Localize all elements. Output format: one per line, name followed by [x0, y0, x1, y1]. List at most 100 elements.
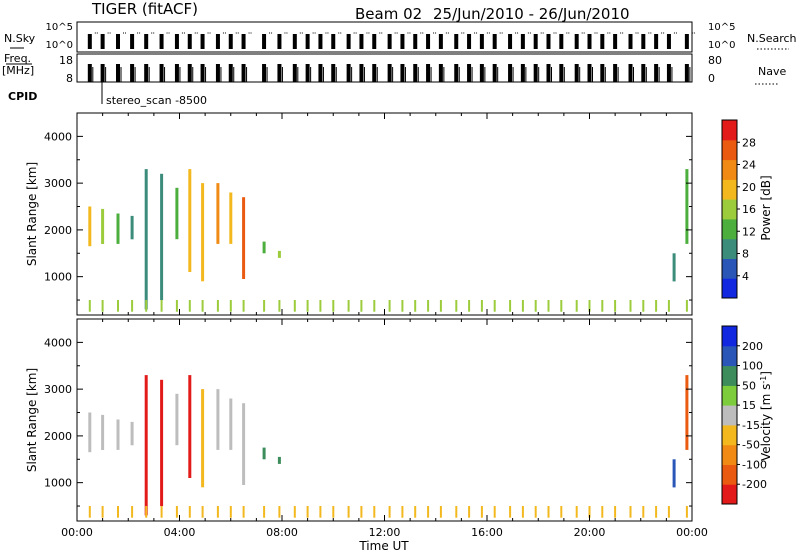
nave-label: Nave	[758, 65, 786, 78]
freq-bar	[400, 64, 405, 82]
freq-bar	[479, 64, 484, 82]
colorbar-tick-label: -200	[742, 478, 767, 491]
near-range-echo	[439, 506, 442, 518]
near-range-echo	[614, 506, 617, 518]
freq-bar	[159, 64, 164, 82]
near-range-echo	[468, 506, 471, 518]
colorbar-segment	[722, 385, 737, 406]
colorbar-tick-label: -15	[742, 419, 760, 432]
colorbar-tick-label: 24	[742, 159, 756, 172]
y-tick-label: 4000	[44, 130, 72, 143]
nsky-bar	[438, 34, 443, 49]
freq-bar	[533, 64, 538, 82]
near-range-echo	[560, 506, 563, 518]
near-range-echo	[588, 506, 591, 518]
near-range-echo	[534, 506, 537, 518]
freq-bar	[187, 64, 192, 82]
scan-segment	[277, 456, 281, 464]
freq-bar	[100, 64, 105, 82]
near-range-echo	[216, 300, 219, 312]
x-tick-label: 00:00	[676, 526, 708, 539]
nsky-bar	[400, 34, 405, 49]
near-range-echo	[373, 300, 376, 312]
scan-segment	[175, 393, 179, 446]
near-range-echo	[101, 506, 104, 518]
scan-segment	[160, 379, 164, 507]
near-range-echo	[493, 506, 496, 518]
near-range-echo	[160, 300, 163, 312]
nsky-bar	[628, 34, 633, 49]
near-range-echo	[493, 300, 496, 312]
near-range-echo	[347, 506, 350, 518]
freq-bar	[508, 64, 513, 82]
freq-bar	[144, 64, 149, 82]
velocity-ylabel: Slant Range [km]	[25, 368, 39, 472]
nsky-bar	[305, 34, 310, 49]
nsky-tick-bottom: 10^0	[46, 40, 73, 51]
scan-segment	[144, 169, 148, 310]
near-range-echo	[455, 506, 458, 518]
near-range-echo	[642, 300, 645, 312]
nsky-bar	[666, 34, 671, 49]
colorbar-tick-label: 200	[742, 340, 763, 353]
colorbar-segment	[722, 405, 737, 426]
freq-bar	[174, 64, 179, 82]
nsky-bar	[174, 34, 179, 49]
colorbar-tick-label: 12	[742, 225, 756, 238]
near-range-echo	[560, 300, 563, 312]
x-tick-label: 04:00	[164, 526, 196, 539]
nsky-bar	[100, 34, 105, 49]
colorbar-segment	[722, 199, 737, 220]
nsky-bar	[187, 34, 192, 49]
power-y-axis: 1000 2000 3000 4000	[44, 130, 692, 301]
scan-segment	[201, 389, 205, 488]
nsky-bar	[454, 34, 459, 49]
nsearch-label: N.Search	[747, 32, 797, 45]
freq-bar	[574, 64, 579, 82]
freq-label-1: Freq.	[4, 52, 31, 65]
near-range-echo	[685, 506, 688, 518]
colorbar-segment	[722, 424, 737, 446]
x-tick-label: 16:00	[471, 526, 503, 539]
scan-segment	[229, 398, 233, 450]
freq-bar	[87, 64, 92, 82]
radar-title: TIGER (fitACF)	[91, 0, 198, 18]
colorbar-segment	[722, 258, 737, 279]
near-range-echo	[188, 300, 191, 312]
freq-bar	[116, 64, 120, 82]
freq-bar	[241, 64, 246, 82]
nsky-bar	[426, 34, 431, 49]
power-ylabel: Slant Range [km]	[25, 162, 39, 266]
y-tick-label: 3000	[44, 177, 72, 190]
y-tick-label: 4000	[44, 336, 72, 349]
freq-bar	[546, 64, 551, 82]
near-range-echo	[614, 300, 617, 312]
near-range-echo	[601, 300, 604, 312]
colorbar-segment	[722, 238, 737, 259]
velocity-panel: 1000 2000 3000 4000 00:00 04:00 08:00 12:00 16:…	[25, 318, 773, 553]
freq-bar	[387, 64, 392, 82]
near-range-echo	[306, 506, 309, 518]
near-range-echo	[332, 300, 335, 312]
colorbar-tick-label: 20	[742, 181, 756, 194]
scan-segment	[672, 459, 676, 488]
colorbar-tick-label: 15	[742, 399, 756, 412]
near-range-echo	[242, 300, 245, 312]
colorbar-tick-label: 4	[742, 270, 749, 283]
nsky-bar	[200, 34, 205, 49]
freq-bar	[654, 64, 659, 82]
nsky-bar	[508, 34, 513, 49]
nave-tick-bottom: 0	[708, 72, 715, 85]
near-range-echo	[201, 506, 204, 518]
colorbar-frame	[721, 325, 738, 505]
nsky-bar	[467, 34, 472, 49]
power-scatter	[88, 169, 689, 312]
scan-segment	[175, 187, 179, 240]
near-range-echo	[373, 506, 376, 518]
cpid-value: stereo_scan -8500	[106, 94, 207, 107]
near-range-echo	[388, 300, 391, 312]
near-range-echo	[439, 300, 442, 312]
near-range-echo	[509, 300, 512, 312]
freq-tick-bottom: 8	[66, 72, 73, 85]
colorbar-segment	[722, 484, 737, 505]
